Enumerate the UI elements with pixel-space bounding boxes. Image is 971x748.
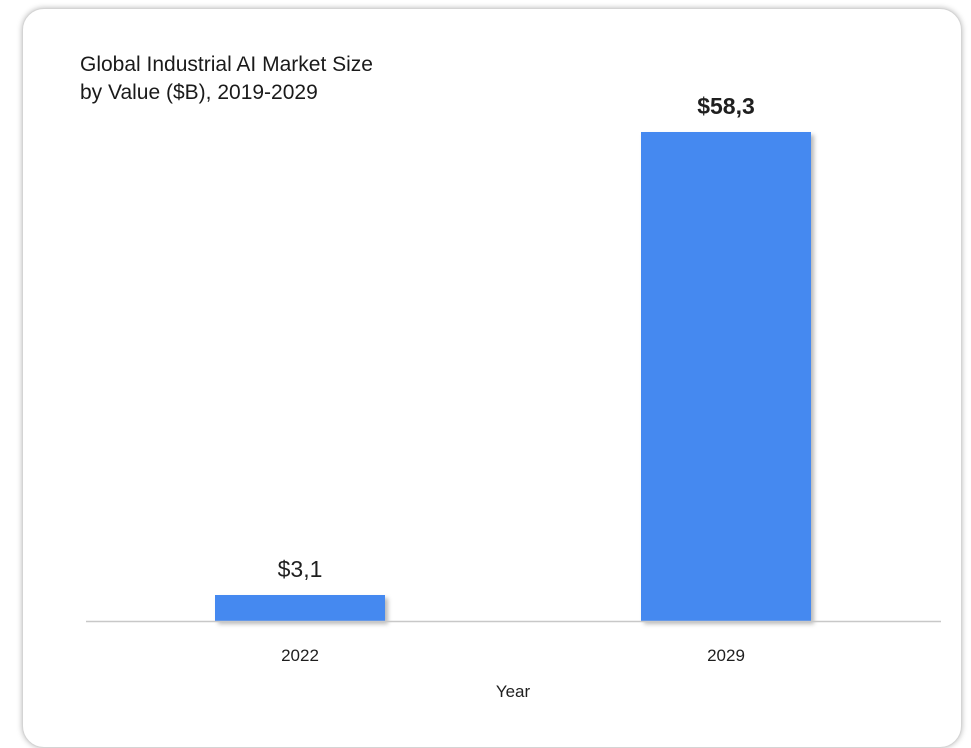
bar-chart: $3,1 2022 $58,3 2029 Year: [86, 93, 941, 701]
x-tick-label-2022: 2022: [281, 646, 319, 665]
bar-2022: [215, 594, 385, 621]
chart-title: Global Industrial AI Market Size by Valu…: [80, 51, 373, 107]
x-tick-label-2029: 2029: [707, 646, 745, 665]
bar-2029: [641, 132, 811, 621]
chart-title-line-1: Global Industrial AI Market Size: [80, 53, 373, 76]
chart-card: Global Industrial AI Market Size by Valu…: [22, 8, 962, 748]
x-axis-label: Year: [496, 682, 531, 701]
value-label-2022: $3,1: [278, 556, 323, 582]
value-label-2029: $58,3: [697, 93, 755, 119]
chart-title-line-2: by Value ($B), 2019-2029: [80, 81, 318, 104]
